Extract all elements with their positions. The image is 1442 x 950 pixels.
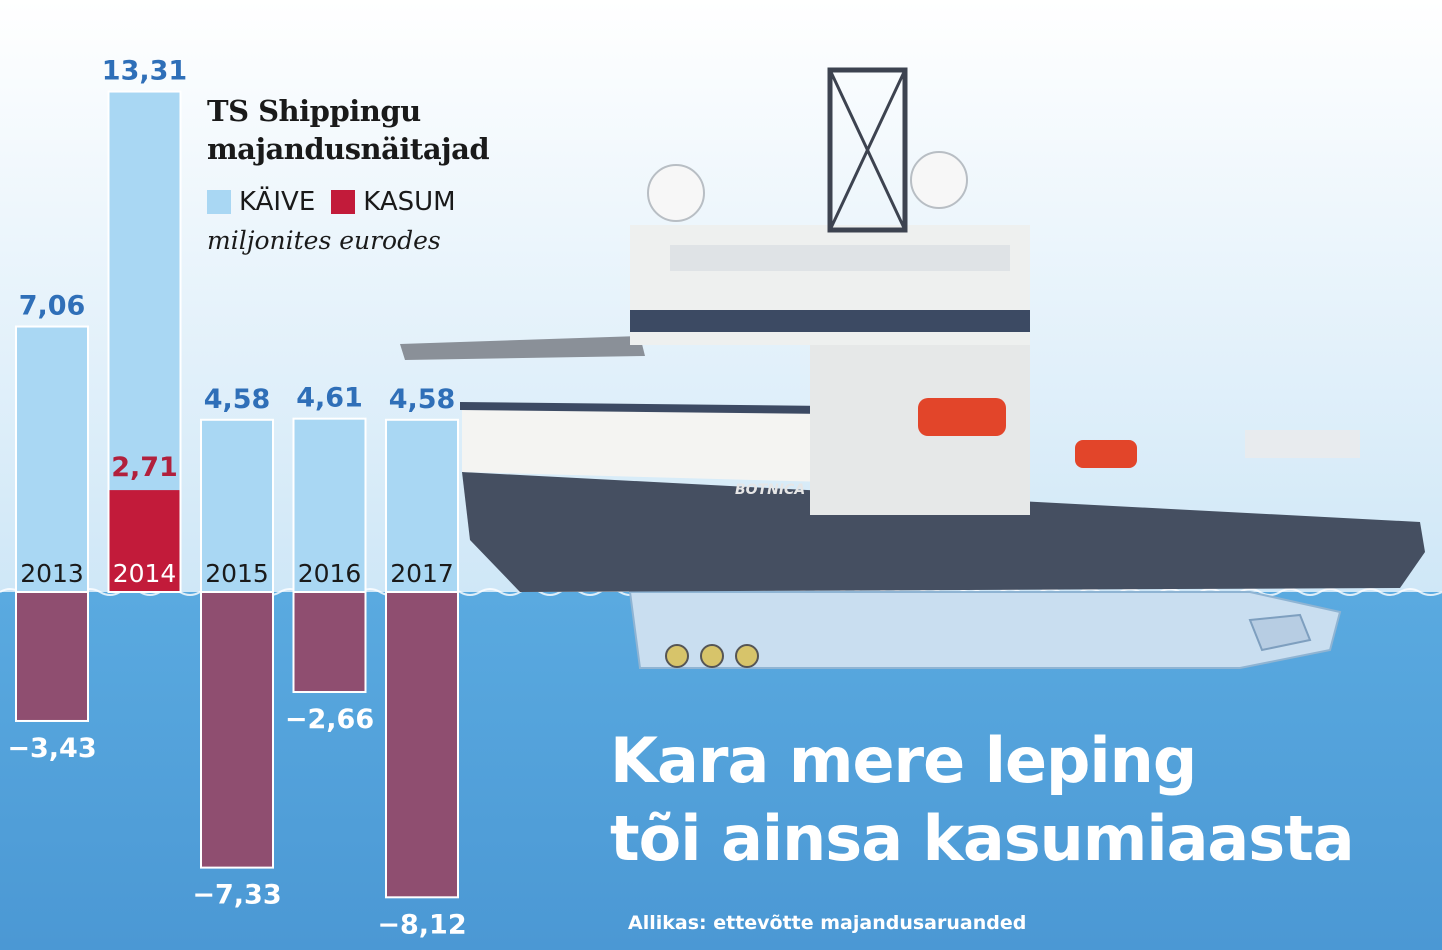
bridge-windows-stripe — [630, 310, 1030, 332]
bar-kaive-2017 — [386, 419, 458, 592]
bar-kasum-2017 — [385, 591, 459, 899]
bar-outline-2016 — [292, 417, 367, 593]
legend-label-kasum: KASUM — [363, 187, 456, 217]
deck-stripe — [460, 402, 830, 414]
bar-kasum-2015 — [200, 591, 274, 869]
year-label-2016: 2016 — [298, 559, 362, 588]
year-label-2015: 2015 — [205, 559, 269, 588]
helideck — [400, 336, 645, 360]
value-label-kaive-2016: 4,61 — [296, 383, 363, 414]
headline-line1: Kara mere leping — [610, 724, 1197, 797]
bar-outline-2014 — [107, 90, 182, 593]
legend-swatch-kasum — [331, 190, 356, 214]
year-label-2017: 2017 — [390, 559, 454, 588]
ship-underwater-hull — [628, 591, 1342, 669]
ship-hull — [462, 472, 1425, 592]
bar-outline-2015 — [200, 418, 274, 593]
crane — [1245, 430, 1360, 458]
bar-kaive-2016 — [293, 418, 366, 592]
bar-series — [15, 90, 459, 899]
bar-outline-2017 — [385, 418, 459, 593]
lattice-mast — [827, 67, 908, 233]
value-label-kaive-2013: 7,06 — [19, 291, 86, 322]
value-label-kasum-2014: 2,71 — [111, 452, 178, 483]
bar-kasum-2014 — [108, 490, 181, 592]
lifeboat — [918, 398, 1006, 436]
radome-left — [647, 164, 705, 222]
bar-kaive-2013 — [16, 326, 88, 592]
value-label-kaive-2015: 4,58 — [204, 384, 271, 415]
value-label-kasum-2016: −2,66 — [285, 704, 374, 735]
radome-right — [910, 151, 968, 209]
chart-title: TS Shippingu majandusnäitajad — [207, 92, 490, 168]
value-label-kasum-2013: −3,43 — [7, 733, 96, 764]
units-label: miljonites eurodes — [207, 226, 441, 255]
year-label-2014: 2014 — [113, 559, 177, 588]
chart-title-line2: majandusnäitajad — [207, 132, 490, 166]
lifeboat-2 — [1075, 440, 1137, 468]
value-label-kasum-2017: −8,12 — [377, 909, 466, 940]
legend-label-kaive: KÄIVE — [239, 187, 316, 217]
rudder-propeller — [1248, 613, 1312, 652]
bridge-deck — [670, 245, 1010, 271]
year-label-2013: 2013 — [20, 559, 84, 588]
bar-kasum-2013 — [15, 591, 89, 722]
legend-swatch-kaive — [207, 190, 231, 214]
value-label-kaive-2014: 13,31 — [102, 56, 187, 87]
forecastle — [462, 405, 828, 482]
bar-kasum-2016 — [292, 591, 367, 694]
bar-labels: 7,06 −3,43 2013 13,31 2,71 2014 4,58 −7,33 2015 4… — [7, 56, 466, 941]
propeller-1 — [665, 644, 689, 668]
legend: KÄIVE KASUM — [207, 187, 472, 217]
icebreaker-ship: BOTNICA — [400, 67, 1425, 669]
value-label-kaive-2017: 4,58 — [389, 384, 456, 415]
bar-kaive-2015 — [201, 419, 273, 592]
ship-name-label: BOTNICA — [735, 482, 805, 498]
propeller-3 — [735, 644, 759, 668]
headline-line2: tõi ainsa kasumiaasta — [610, 802, 1355, 875]
source-note: Allikas: ettevõtte majandusaruanded — [628, 912, 1027, 934]
chart-title-line1: TS Shippingu — [207, 94, 421, 128]
propeller-2 — [700, 644, 724, 668]
headline: Kara mere leping tõi ainsa kasumiaasta — [610, 722, 1355, 878]
value-label-kasum-2015: −7,33 — [192, 880, 281, 911]
bar-outline-2013 — [15, 325, 89, 593]
